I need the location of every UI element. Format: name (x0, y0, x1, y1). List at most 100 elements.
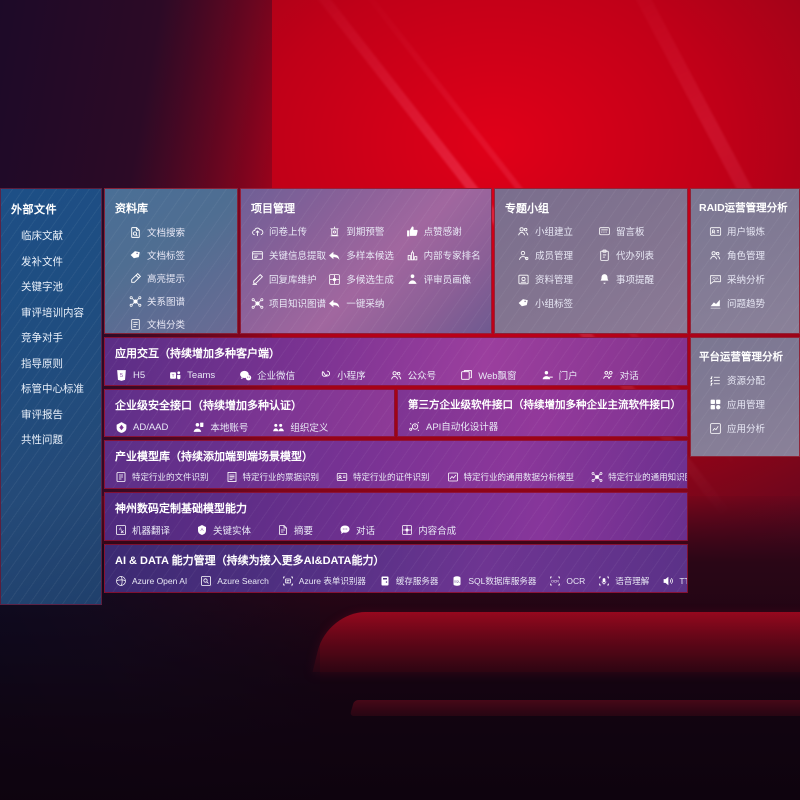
miniprogram-icon (319, 369, 332, 382)
item-internal-expert-ranking[interactable]: 内部专家排名 (406, 248, 483, 262)
item-ad-aad[interactable]: AD/AAD (115, 421, 168, 434)
item-key-entity[interactable]: A 关键实体 (196, 523, 251, 537)
item-dialogue[interactable]: 对话 (339, 523, 375, 537)
item-org-define[interactable]: 组织定义 (272, 420, 328, 434)
item-member-management[interactable]: 成员管理 (517, 248, 598, 262)
item-multi-candidate-generate[interactable]: 多候选生成 (328, 272, 405, 286)
speech-understanding-icon (598, 575, 610, 587)
item-material-management[interactable]: 资料管理 (517, 272, 598, 286)
item-summary[interactable]: 摘要 (277, 523, 313, 537)
teams-icon: T (169, 369, 182, 382)
item-knowledge-graph-model[interactable]: 特定行业的通用知识图谱模型 (591, 471, 687, 483)
machine-translation-icon: A (115, 524, 127, 536)
org-define-icon (272, 421, 285, 434)
item-label: 关系图谱 (147, 297, 186, 308)
item-data-analysis-model[interactable]: 特定行业的通用数据分析模型 (447, 471, 575, 483)
item-issue-trend[interactable]: 问题趋势 (709, 296, 793, 310)
item-azure-open-ai[interactable]: Azure Open AI (115, 575, 187, 587)
item-sql-database-server[interactable]: SQL SQL数据库服务器 (451, 575, 536, 587)
item-document-search[interactable]: 文档搜索 (129, 225, 229, 239)
svg-text:A: A (119, 526, 122, 531)
item-label: 对话 (356, 526, 376, 537)
item-portal[interactable]: 门户 (541, 368, 578, 382)
item-dialogue[interactable]: 对话 (602, 368, 639, 382)
item-reply-library-maintain[interactable]: 回复库维护 (251, 272, 328, 286)
item-label: 文档搜索 (147, 228, 186, 239)
graph-network-icon (129, 295, 142, 308)
item-label: 内容合成 (418, 526, 457, 537)
item-resource-allocation[interactable]: 资源分配 (709, 373, 793, 387)
item-adoption-analysis[interactable]: QA 采纳分析 (709, 272, 793, 286)
panel-title: 平台运营管理分析 (699, 351, 783, 363)
item-teams[interactable]: T Teams (169, 369, 215, 382)
item-speech-understanding[interactable]: 语音理解 (598, 575, 649, 587)
item-cache-server[interactable]: 缓存服务器 (379, 575, 438, 587)
item-event-reminder[interactable]: 事项提醒 (598, 272, 679, 286)
sidebar-title: 外部文件 (11, 204, 57, 216)
item-multi-sample-candidate[interactable]: 多样本候选 (328, 248, 405, 262)
chat-bubble-icon (339, 524, 351, 536)
item-label: 一键采纳 (346, 299, 385, 310)
item-user-training[interactable]: 用户锻炼 (709, 224, 793, 238)
sidebar-item-review-training[interactable]: 审评培训内容 (21, 306, 84, 319)
item-azure-search[interactable]: Azure Search (200, 575, 269, 587)
item-tts[interactable]: TTS (662, 575, 687, 587)
item-expiry-alert[interactable]: 到期预警 (328, 224, 405, 238)
item-file-recognition[interactable]: 特定行业的文件识别 (115, 471, 209, 483)
item-invoice-recognition[interactable]: 特定行业的票据识别 (226, 471, 320, 483)
cloud-upload-icon (251, 225, 264, 238)
item-label: 到期预警 (346, 227, 385, 238)
item-label: 特定行业的通用数据分析模型 (463, 472, 575, 482)
item-group-tag[interactable]: 小组标签 (517, 296, 598, 310)
sidebar-item-clinical-literature[interactable]: 临床文献 (21, 230, 63, 242)
item-project-knowledge-graph[interactable]: 项目知识图谱 (251, 296, 328, 310)
panel-data-library: 资料库 文档搜索 文档标签 高亮提示 关系图谱 文档分类 (104, 188, 238, 334)
item-group-create[interactable]: 小组建立 (517, 224, 598, 238)
item-role-management[interactable]: 角色管理 (709, 248, 793, 262)
sidebar-item-common-issues[interactable]: 共性问题 (21, 434, 63, 447)
item-questionnaire-upload[interactable]: 问卷上传 (251, 224, 328, 238)
item-api-designer[interactable]: API自动化设计器 (408, 419, 498, 433)
item-thumbs-up-thanks[interactable]: 点赞感谢 (406, 224, 483, 238)
item-ocr[interactable]: OCR OCR (549, 575, 585, 587)
item-reviewer-profile[interactable]: 评审员画像 (406, 272, 483, 286)
item-machine-translation[interactable]: A 机器翻译 (115, 523, 170, 537)
item-official-account[interactable]: 公众号 (390, 368, 436, 382)
tts-icon (662, 575, 674, 587)
item-key-info-extract[interactable]: 关键信息提取 (251, 248, 328, 262)
invoice-recognition-icon (226, 471, 238, 483)
item-form-recognizer[interactable]: Azure 表单识别器 (282, 575, 366, 587)
sidebar-item-keyword-pool[interactable]: 关键字池 (21, 281, 63, 294)
item-relation-graph[interactable]: 关系图谱 (129, 294, 229, 308)
item-id-card-recognition[interactable]: 特定行业的证件识别 (336, 471, 430, 483)
item-app-analysis[interactable]: 应用分析 (709, 421, 793, 435)
html5-icon: 5 (115, 369, 128, 382)
sidebar-item-supplement-files[interactable]: 发补文件 (21, 255, 63, 268)
item-miniprogram[interactable]: 小程序 (319, 368, 366, 382)
thumbs-up-icon (406, 225, 419, 238)
item-label: 特定行业的票据识别 (242, 472, 320, 482)
item-one-click-adopt[interactable]: 一键采纳 (328, 296, 405, 310)
item-label: 多候选生成 (346, 275, 394, 286)
item-h5[interactable]: 5 H5 (115, 369, 145, 382)
sidebar-item-review-report[interactable]: 审评报告 (21, 408, 63, 421)
sidebar-item-standards-center[interactable]: 标管中心标准 (21, 383, 84, 396)
svg-text:SQL: SQL (454, 580, 460, 584)
item-highlight-tip[interactable]: 高亮提示 (129, 271, 229, 285)
item-web-popup[interactable]: Web飘窗 (460, 368, 517, 382)
sidebar-item-competitors[interactable]: 竞争对手 (21, 332, 63, 345)
item-message-board[interactable]: 留言板 (598, 224, 679, 238)
item-wechat-work[interactable]: 企业微信 (239, 368, 295, 382)
item-label: 特定行业的证件识别 (353, 472, 430, 482)
sidebar-item-guidelines[interactable]: 指导原则 (21, 357, 63, 370)
item-label: 小程序 (337, 371, 366, 382)
item-document-category[interactable]: 文档分类 (129, 317, 229, 331)
item-local-account[interactable]: 本地账号 (192, 420, 248, 434)
item-content-synthesis[interactable]: 内容合成 (401, 523, 456, 537)
trend-chart-icon (709, 297, 722, 310)
item-todo-list[interactable]: 代办列表 (598, 248, 679, 262)
item-app-management[interactable]: 应用管理 (709, 397, 793, 411)
web-popup-icon (460, 369, 473, 382)
item-document-tag[interactable]: 文档标签 (129, 248, 229, 262)
wechat-work-icon (239, 369, 252, 382)
